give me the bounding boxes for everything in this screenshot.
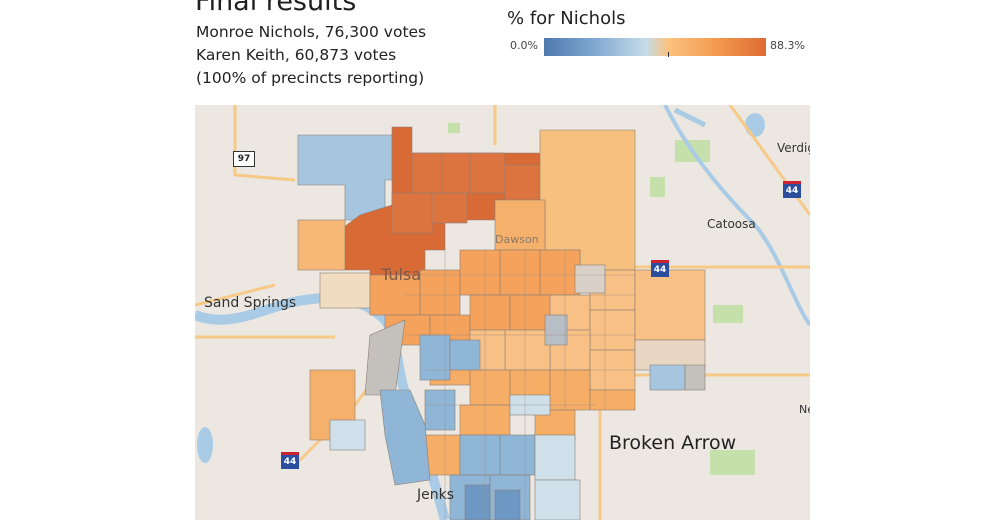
precinct-map[interactable]: Sand Springs Tulsa Dawson Catoosa Broken… — [195, 105, 810, 520]
results-title: Final results — [195, 0, 357, 17]
keith-votes: Karen Keith, 60,873 votes — [196, 46, 397, 64]
legend-marker — [668, 52, 669, 57]
legend-min-label: 0.0% — [510, 39, 538, 52]
place-label-dawson: Dawson — [495, 233, 539, 246]
place-label-sand-springs: Sand Springs — [204, 295, 297, 311]
i44-ne-shield-icon: 44 — [783, 181, 801, 198]
precinct-grid — [405, 250, 635, 520]
place-label-ne: Ne — [799, 403, 810, 416]
place-label-catoosa: Catoosa — [707, 217, 756, 231]
i244-shield-icon: 44 — [651, 260, 669, 277]
place-label-broken-arrow: Broken Arrow — [609, 432, 737, 454]
legend-color-scale[interactable] — [544, 38, 766, 56]
legend-title: % for Nichols — [507, 8, 626, 29]
nichols-votes: Monroe Nichols, 76,300 votes — [196, 23, 427, 41]
place-label-verdigris: Verdig — [777, 141, 810, 155]
place-label-jenks: Jenks — [417, 487, 455, 503]
precincts — [297, 126, 706, 520]
us97-shield-icon: 97 — [233, 151, 255, 167]
map-canvas — [195, 105, 810, 520]
precincts-reporting: (100% of precincts reporting) — [196, 69, 425, 87]
i44-sw-shield-icon: 44 — [281, 452, 299, 469]
legend-max-label: 88.3% — [770, 39, 805, 52]
place-label-tulsa: Tulsa — [381, 265, 422, 284]
